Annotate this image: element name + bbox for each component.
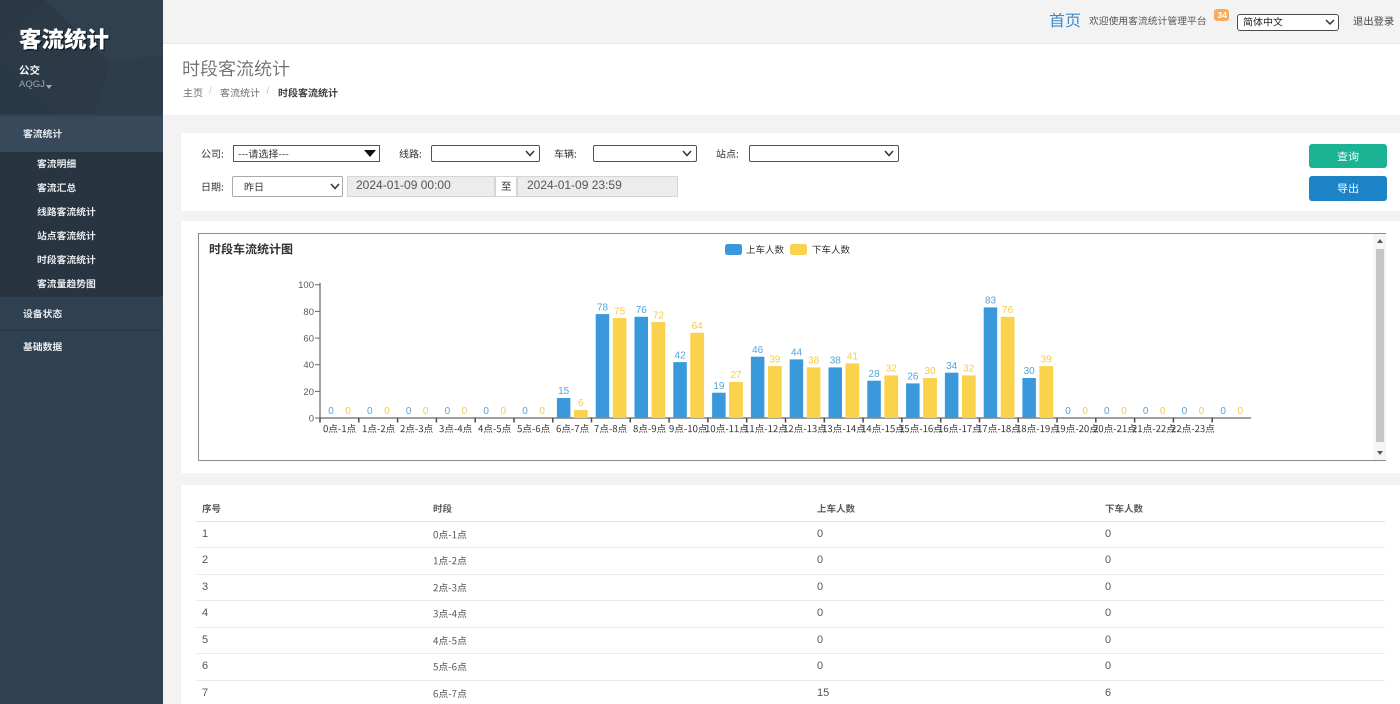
svg-text:76: 76 bbox=[1002, 305, 1014, 316]
svg-text:0: 0 bbox=[501, 406, 507, 417]
svg-text:0: 0 bbox=[1104, 406, 1110, 417]
svg-text:38: 38 bbox=[830, 356, 842, 367]
svg-text:34: 34 bbox=[946, 361, 958, 372]
svg-text:80: 80 bbox=[303, 307, 314, 318]
svg-text:0: 0 bbox=[1199, 406, 1205, 417]
svg-text:0: 0 bbox=[1182, 406, 1188, 417]
svg-text:0: 0 bbox=[309, 413, 314, 424]
svg-text:40: 40 bbox=[303, 360, 314, 371]
svg-text:19: 19 bbox=[713, 381, 725, 392]
svg-text:0: 0 bbox=[1121, 406, 1127, 417]
svg-text:64: 64 bbox=[692, 321, 704, 332]
svg-text:32: 32 bbox=[886, 364, 898, 375]
svg-text:0: 0 bbox=[483, 406, 489, 417]
svg-text:100: 100 bbox=[298, 280, 314, 291]
svg-text:44: 44 bbox=[791, 348, 803, 359]
svg-text:28: 28 bbox=[869, 369, 881, 380]
svg-text:15: 15 bbox=[558, 386, 570, 397]
svg-text:0: 0 bbox=[1220, 406, 1226, 417]
svg-text:0: 0 bbox=[384, 406, 390, 417]
svg-text:0: 0 bbox=[328, 406, 334, 417]
svg-text:83: 83 bbox=[985, 296, 997, 307]
svg-text:72: 72 bbox=[653, 310, 665, 321]
svg-text:0: 0 bbox=[1160, 406, 1166, 417]
svg-text:26: 26 bbox=[907, 372, 919, 383]
svg-text:27: 27 bbox=[730, 370, 742, 381]
svg-text:42: 42 bbox=[675, 350, 687, 361]
svg-text:0: 0 bbox=[1143, 406, 1149, 417]
svg-text:0: 0 bbox=[1065, 406, 1071, 417]
svg-text:46: 46 bbox=[752, 345, 764, 356]
svg-text:0: 0 bbox=[1082, 406, 1088, 417]
svg-text:0: 0 bbox=[522, 406, 528, 417]
svg-text:0: 0 bbox=[445, 406, 451, 417]
svg-text:0: 0 bbox=[367, 406, 373, 417]
svg-text:0: 0 bbox=[539, 406, 545, 417]
svg-text:41: 41 bbox=[847, 352, 859, 363]
svg-text:0: 0 bbox=[462, 406, 468, 417]
svg-text:0: 0 bbox=[345, 406, 351, 417]
svg-text:6: 6 bbox=[578, 398, 584, 409]
svg-text:39: 39 bbox=[769, 354, 781, 365]
svg-text:30: 30 bbox=[924, 366, 936, 377]
svg-text:38: 38 bbox=[808, 356, 820, 367]
svg-text:30: 30 bbox=[1024, 366, 1036, 377]
svg-text:32: 32 bbox=[963, 364, 975, 375]
svg-text:75: 75 bbox=[614, 306, 626, 317]
svg-text:76: 76 bbox=[636, 305, 648, 316]
svg-text:78: 78 bbox=[597, 302, 609, 313]
svg-text:0: 0 bbox=[406, 406, 412, 417]
svg-text:60: 60 bbox=[303, 334, 314, 345]
svg-text:39: 39 bbox=[1041, 354, 1053, 365]
svg-text:20: 20 bbox=[303, 387, 314, 398]
svg-text:0: 0 bbox=[1238, 406, 1244, 417]
svg-text:0: 0 bbox=[423, 406, 429, 417]
